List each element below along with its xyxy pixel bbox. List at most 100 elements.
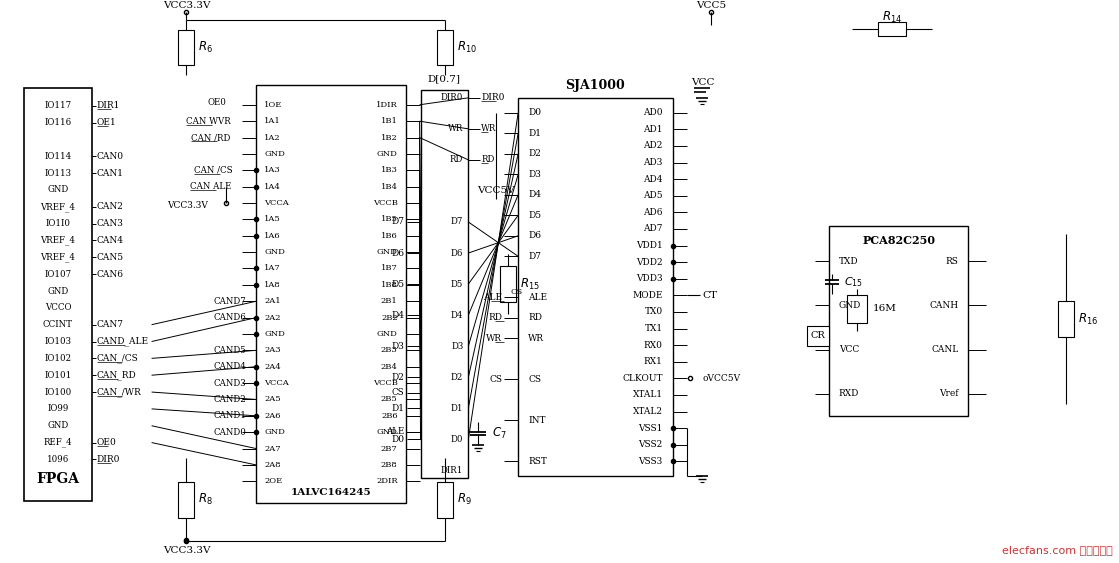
Text: 1A8: 1A8 [264,281,281,289]
Text: elecfans.com 电子发烧友: elecfans.com 电子发烧友 [1003,545,1112,555]
Text: D1: D1 [392,404,405,413]
Text: 1096: 1096 [47,455,69,464]
Text: D1: D1 [528,129,542,138]
Text: RD: RD [481,155,495,164]
Text: GND: GND [377,248,397,256]
Text: CAN ALE: CAN ALE [190,182,232,191]
Text: 1A5: 1A5 [264,216,281,224]
Text: VCCO: VCCO [45,303,72,312]
Text: CAND4: CAND4 [214,362,246,371]
Text: D0: D0 [451,435,463,444]
Text: D0: D0 [528,108,542,117]
Text: GND: GND [264,428,285,436]
Text: D1: D1 [451,404,463,413]
Text: 2B3: 2B3 [380,346,397,354]
Text: 2B5: 2B5 [380,395,397,404]
Text: CAN_/CS: CAN_/CS [97,354,139,363]
Text: IO116: IO116 [45,118,72,127]
Text: WR: WR [448,124,463,133]
Text: WR: WR [487,334,502,343]
Bar [25,88,92,501]
Text: 2A4: 2A4 [264,363,281,370]
Text: 1A3: 1A3 [264,166,281,175]
Text: CR: CR [810,332,826,341]
Text: ALE: ALE [528,293,547,302]
Text: IO107: IO107 [45,270,72,279]
Text: 2A6: 2A6 [264,412,281,420]
Text: DIR0: DIR0 [481,93,505,102]
Text: CAND6: CAND6 [214,313,246,322]
Text: D6: D6 [451,248,463,257]
Text: CT: CT [703,291,717,300]
Text: VDD1: VDD1 [636,241,662,250]
Text: GND: GND [377,428,397,436]
Text: 2B6: 2B6 [380,412,397,420]
Text: CAN5: CAN5 [97,253,124,262]
Text: VCCB: VCCB [373,199,397,207]
Text: VCC5: VCC5 [696,1,726,10]
Text: VSS1: VSS1 [638,424,662,433]
Text: WR: WR [481,124,497,133]
Text: VCC3.3V: VCC3.3V [168,200,208,209]
Text: RST: RST [528,457,547,466]
Text: 1B7: 1B7 [380,265,397,272]
Text: 1B2: 1B2 [380,133,397,141]
Text: 1ALVC164245: 1ALVC164245 [291,488,372,497]
Text: AD7: AD7 [643,225,662,234]
Text: GND: GND [47,287,68,296]
Text: $R_{16}$: $R_{16}$ [1078,311,1098,327]
Text: 2B2: 2B2 [380,314,397,321]
Text: RD: RD [450,155,463,164]
Text: CAN6: CAN6 [97,270,124,279]
Text: 2B7: 2B7 [380,445,397,453]
Bar [847,295,867,323]
Text: $R_6$: $R_6$ [198,40,214,55]
Text: IO100: IO100 [45,387,72,396]
Text: D2: D2 [451,373,463,382]
Text: $R_8$: $R_8$ [198,492,214,507]
Text: GND: GND [264,150,285,158]
Text: CAN0: CAN0 [97,152,124,161]
Text: RD: RD [528,314,542,323]
Text: 2DIR: 2DIR [376,477,397,485]
Text: CAND_ALE: CAND_ALE [97,337,149,346]
Bar [1059,301,1074,337]
Text: 1A2: 1A2 [264,133,281,141]
Text: ALE: ALE [483,293,502,302]
Text: 2A3: 2A3 [264,346,281,354]
Text: 1B5: 1B5 [380,216,397,224]
Text: CAND5: CAND5 [214,346,246,355]
Text: VCCB: VCCB [373,379,397,387]
Text: CS: CS [510,288,523,296]
Text: D5: D5 [528,211,542,220]
Text: $R_{15}$: $R_{15}$ [520,276,540,292]
Text: Vref: Vref [939,389,959,398]
Text: CLKOUT: CLKOUT [622,374,662,383]
Text: D4: D4 [392,311,405,320]
Text: IO99: IO99 [47,404,68,413]
Text: D7: D7 [528,252,542,261]
Text: D7: D7 [392,217,405,226]
Text: 1B3: 1B3 [380,166,397,175]
Text: INT: INT [528,416,546,425]
Text: IO1I0: IO1I0 [46,219,70,228]
Text: AD2: AD2 [643,141,662,150]
Text: $R_{10}$: $R_{10}$ [458,40,478,55]
Text: RX1: RX1 [643,358,662,367]
Text: IO114: IO114 [45,152,72,161]
Bar [829,226,968,415]
Text: 2A8: 2A8 [264,461,281,469]
Text: VSS3: VSS3 [638,457,662,466]
Bar [438,482,453,517]
Text: VREF_4: VREF_4 [40,202,75,212]
Text: WR: WR [528,334,544,343]
Text: VDD3: VDD3 [636,274,662,283]
Text: 1B1: 1B1 [380,117,397,125]
Bar [877,22,905,36]
Text: AD6: AD6 [643,208,662,217]
Bar [179,482,195,517]
Text: D[0.7]: D[0.7] [427,74,461,83]
Text: D4: D4 [528,190,542,199]
Text: CANH: CANH [929,301,959,310]
Text: $C_{15}$: $C_{15}$ [844,275,863,289]
